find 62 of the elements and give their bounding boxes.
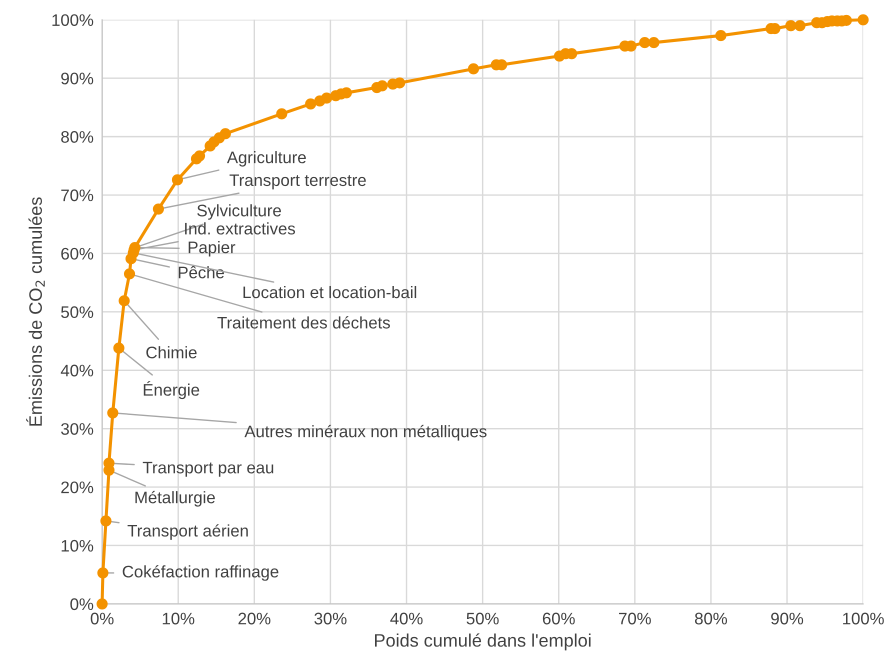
y-tick-label: 60%: [61, 248, 94, 260]
y-tick-label: 40%: [60, 364, 94, 376]
y-tick-label: 0%: [70, 598, 94, 610]
point: [107, 407, 118, 418]
point: [376, 80, 388, 92]
y-axis-title: Émissions de CO$_{2}$ cumulées: [26, 197, 45, 426]
point: [794, 20, 806, 32]
y-tick-label: 20%: [61, 481, 94, 494]
point: [194, 150, 206, 162]
point: [97, 567, 108, 578]
x-tick-label: 100%: [843, 612, 884, 624]
y-tick-label: 30%: [61, 423, 94, 435]
x-axis-title: Poids cumulé dans l'emploi: [375, 633, 591, 650]
point: [715, 30, 726, 42]
annotation: Transport terrestre: [230, 174, 366, 190]
annotation: Autres minéraux non métalliques: [244, 424, 487, 441]
y-tick-label: 90%: [61, 72, 94, 84]
point: [113, 342, 124, 354]
x-tick-label: 50%: [466, 612, 499, 624]
x-tick-label: 0%: [90, 612, 114, 624]
annotation: Traitement des déchets: [217, 316, 390, 329]
y-tick-label: 80%: [61, 131, 94, 143]
y-tick-label: 70%: [61, 189, 94, 202]
point: [648, 37, 660, 48]
point: [118, 295, 130, 306]
point: [220, 128, 231, 140]
annotation: Transport par eau: [142, 462, 274, 477]
point: [276, 108, 288, 120]
point: [305, 98, 316, 110]
annotation: Location et location-bail: [244, 286, 416, 298]
annotation: Sylviculture: [197, 204, 281, 220]
annotation: Ind. extractives: [185, 222, 296, 235]
x-tick-label: 40%: [390, 612, 423, 624]
point: [785, 20, 796, 32]
point: [639, 37, 650, 48]
x-tick-label: 70%: [619, 612, 651, 624]
point: [152, 203, 164, 215]
point: [124, 268, 136, 280]
annotation: Chimie: [146, 346, 197, 358]
x-tick-label: 30%: [314, 612, 347, 624]
x-tick-label: 80%: [694, 612, 728, 624]
point: [321, 92, 332, 104]
x-tick-label: 60%: [542, 612, 575, 624]
annotation: Cokéfaction raffinage: [122, 565, 278, 581]
x-tick-label: 90%: [771, 612, 804, 624]
point: [96, 598, 108, 610]
point: [468, 63, 480, 74]
point: [858, 14, 869, 26]
annotation: Transport aérien: [128, 524, 248, 540]
point: [172, 174, 184, 186]
x-tick-label: 10%: [162, 612, 194, 624]
x-tick-label: 20%: [238, 612, 270, 624]
point: [394, 77, 406, 88]
annotation: Agriculture: [226, 151, 306, 167]
annotation: Papier: [188, 241, 236, 257]
y-tick-label: 100%: [52, 14, 94, 26]
annotation: Énergie: [144, 381, 200, 400]
y-tick-label: 10%: [62, 540, 94, 552]
annotation: Pêche: [178, 266, 224, 278]
point: [100, 515, 112, 527]
y-tick-label: 50%: [61, 306, 94, 318]
annotation: Métallurgie: [135, 490, 215, 507]
